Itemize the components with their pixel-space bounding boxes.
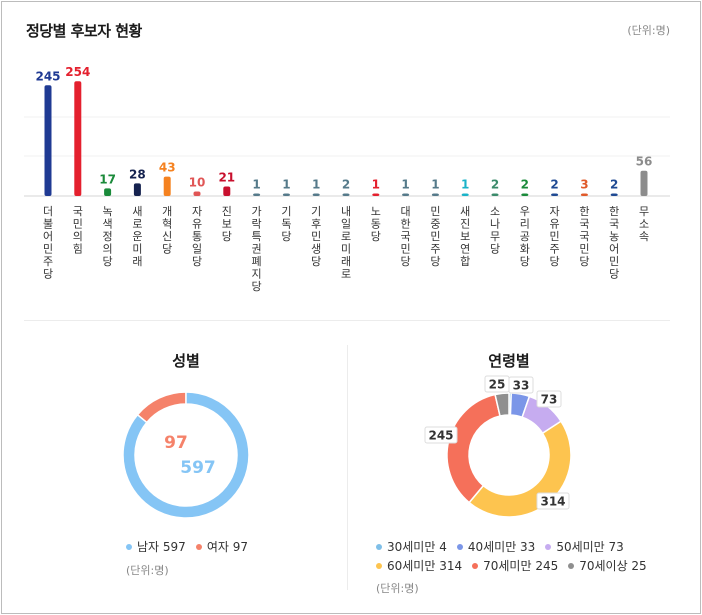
legend-label: 70세이상 25 [579, 559, 647, 573]
legend-label: 70세미만 245 [483, 559, 559, 573]
legend-item: 50세미만 73 [545, 538, 624, 555]
age-title: 연령별 [488, 352, 530, 370]
bar [282, 193, 290, 196]
legend-dot [376, 562, 382, 569]
gender-legend: 남자 597 여자 97 [126, 538, 258, 557]
bar [223, 186, 231, 196]
age-unit: (단위:명) [376, 582, 419, 595]
bar [44, 85, 52, 196]
age-legend: 30세미만 4 40세미만 33 50세미만 73 60세미만 314 70세미만 24… [376, 538, 657, 576]
legend-item: 40세미만 33 [456, 538, 536, 555]
legend-label: 60세미만 314 [387, 559, 463, 573]
gender-title: 성별 [172, 352, 200, 370]
gender-unit: (단위:명) [126, 564, 169, 577]
legend-item: 30세미만 4 [376, 538, 447, 555]
legend-dot [126, 543, 132, 550]
bar-value-label: 1 [401, 178, 409, 192]
legend-label: 30세미만 4 [387, 540, 447, 554]
legend-label: 여자 97 [206, 540, 248, 554]
legend-label: 50세미만 73 [556, 540, 624, 554]
legend-item: 여자 97 [195, 538, 248, 555]
bar-value-label: 1 [252, 178, 260, 192]
bar [253, 193, 261, 196]
bar [104, 188, 112, 196]
bar [580, 193, 588, 196]
bar [342, 193, 350, 196]
bar-value-label: 254 [65, 65, 90, 79]
bar-value-label: 21 [218, 171, 235, 185]
bar [640, 170, 648, 196]
bar-value-label: 1 [372, 178, 380, 192]
legend-label: 남자 597 [137, 540, 186, 554]
bar-value-label: 1 [312, 178, 320, 192]
section-divider [24, 320, 670, 321]
legend-item: 70세미만 245 [472, 557, 558, 574]
bar [551, 193, 559, 196]
legend-item: 70세이상 25 [568, 557, 647, 574]
bar-value-label: 17 [99, 172, 116, 186]
bar-value-label: 1 [282, 178, 290, 192]
bar [431, 193, 439, 196]
page-title: 정당별 후보자 현황 [26, 22, 142, 40]
bar-value-label: 56 [636, 155, 653, 169]
bar [312, 193, 320, 196]
legend-dot [568, 562, 575, 569]
bar [163, 176, 171, 196]
bar [521, 193, 529, 196]
legend-dot [456, 543, 463, 550]
bar-value-label: 2 [521, 178, 529, 192]
legend-dot [472, 562, 479, 569]
bar-value-label: 10 [189, 175, 206, 189]
bar-value-label: 2 [610, 178, 618, 192]
bar-value-label: 2 [491, 178, 499, 192]
legend-dot [376, 543, 382, 550]
party-bar-chart: 245 더 불 어 민 주 당 254 국 민 의 힘 17 녹 색 정 의 당 28 새 로 운 미 래 43 개 혁 신 당 10 자 유… [24, 65, 670, 293]
bar-value-label: 1 [461, 178, 469, 192]
bar [193, 191, 201, 196]
legend-dot [545, 543, 552, 550]
bar-value-label: 28 [129, 167, 146, 181]
bar-value-label: 43 [159, 161, 176, 175]
legend-dot [195, 543, 202, 550]
bar [133, 183, 141, 196]
bar-value-label: 2 [550, 178, 558, 192]
bar-value-label: 3 [580, 178, 588, 192]
column-divider [347, 345, 348, 590]
bar-value-label: 245 [35, 69, 60, 83]
bar-value-label: 1 [431, 178, 439, 192]
bar [402, 193, 410, 196]
bar [461, 193, 469, 196]
legend-label: 40세미만 33 [467, 540, 536, 554]
unit-label: (단위:명) [627, 24, 670, 37]
legend-item: 60세미만 314 [376, 557, 462, 574]
bar [610, 193, 618, 196]
bar [372, 193, 380, 196]
bar [74, 81, 82, 196]
bar-value-label: 2 [342, 178, 350, 192]
legend-item: 남자 597 [126, 538, 186, 555]
bar [491, 193, 499, 196]
